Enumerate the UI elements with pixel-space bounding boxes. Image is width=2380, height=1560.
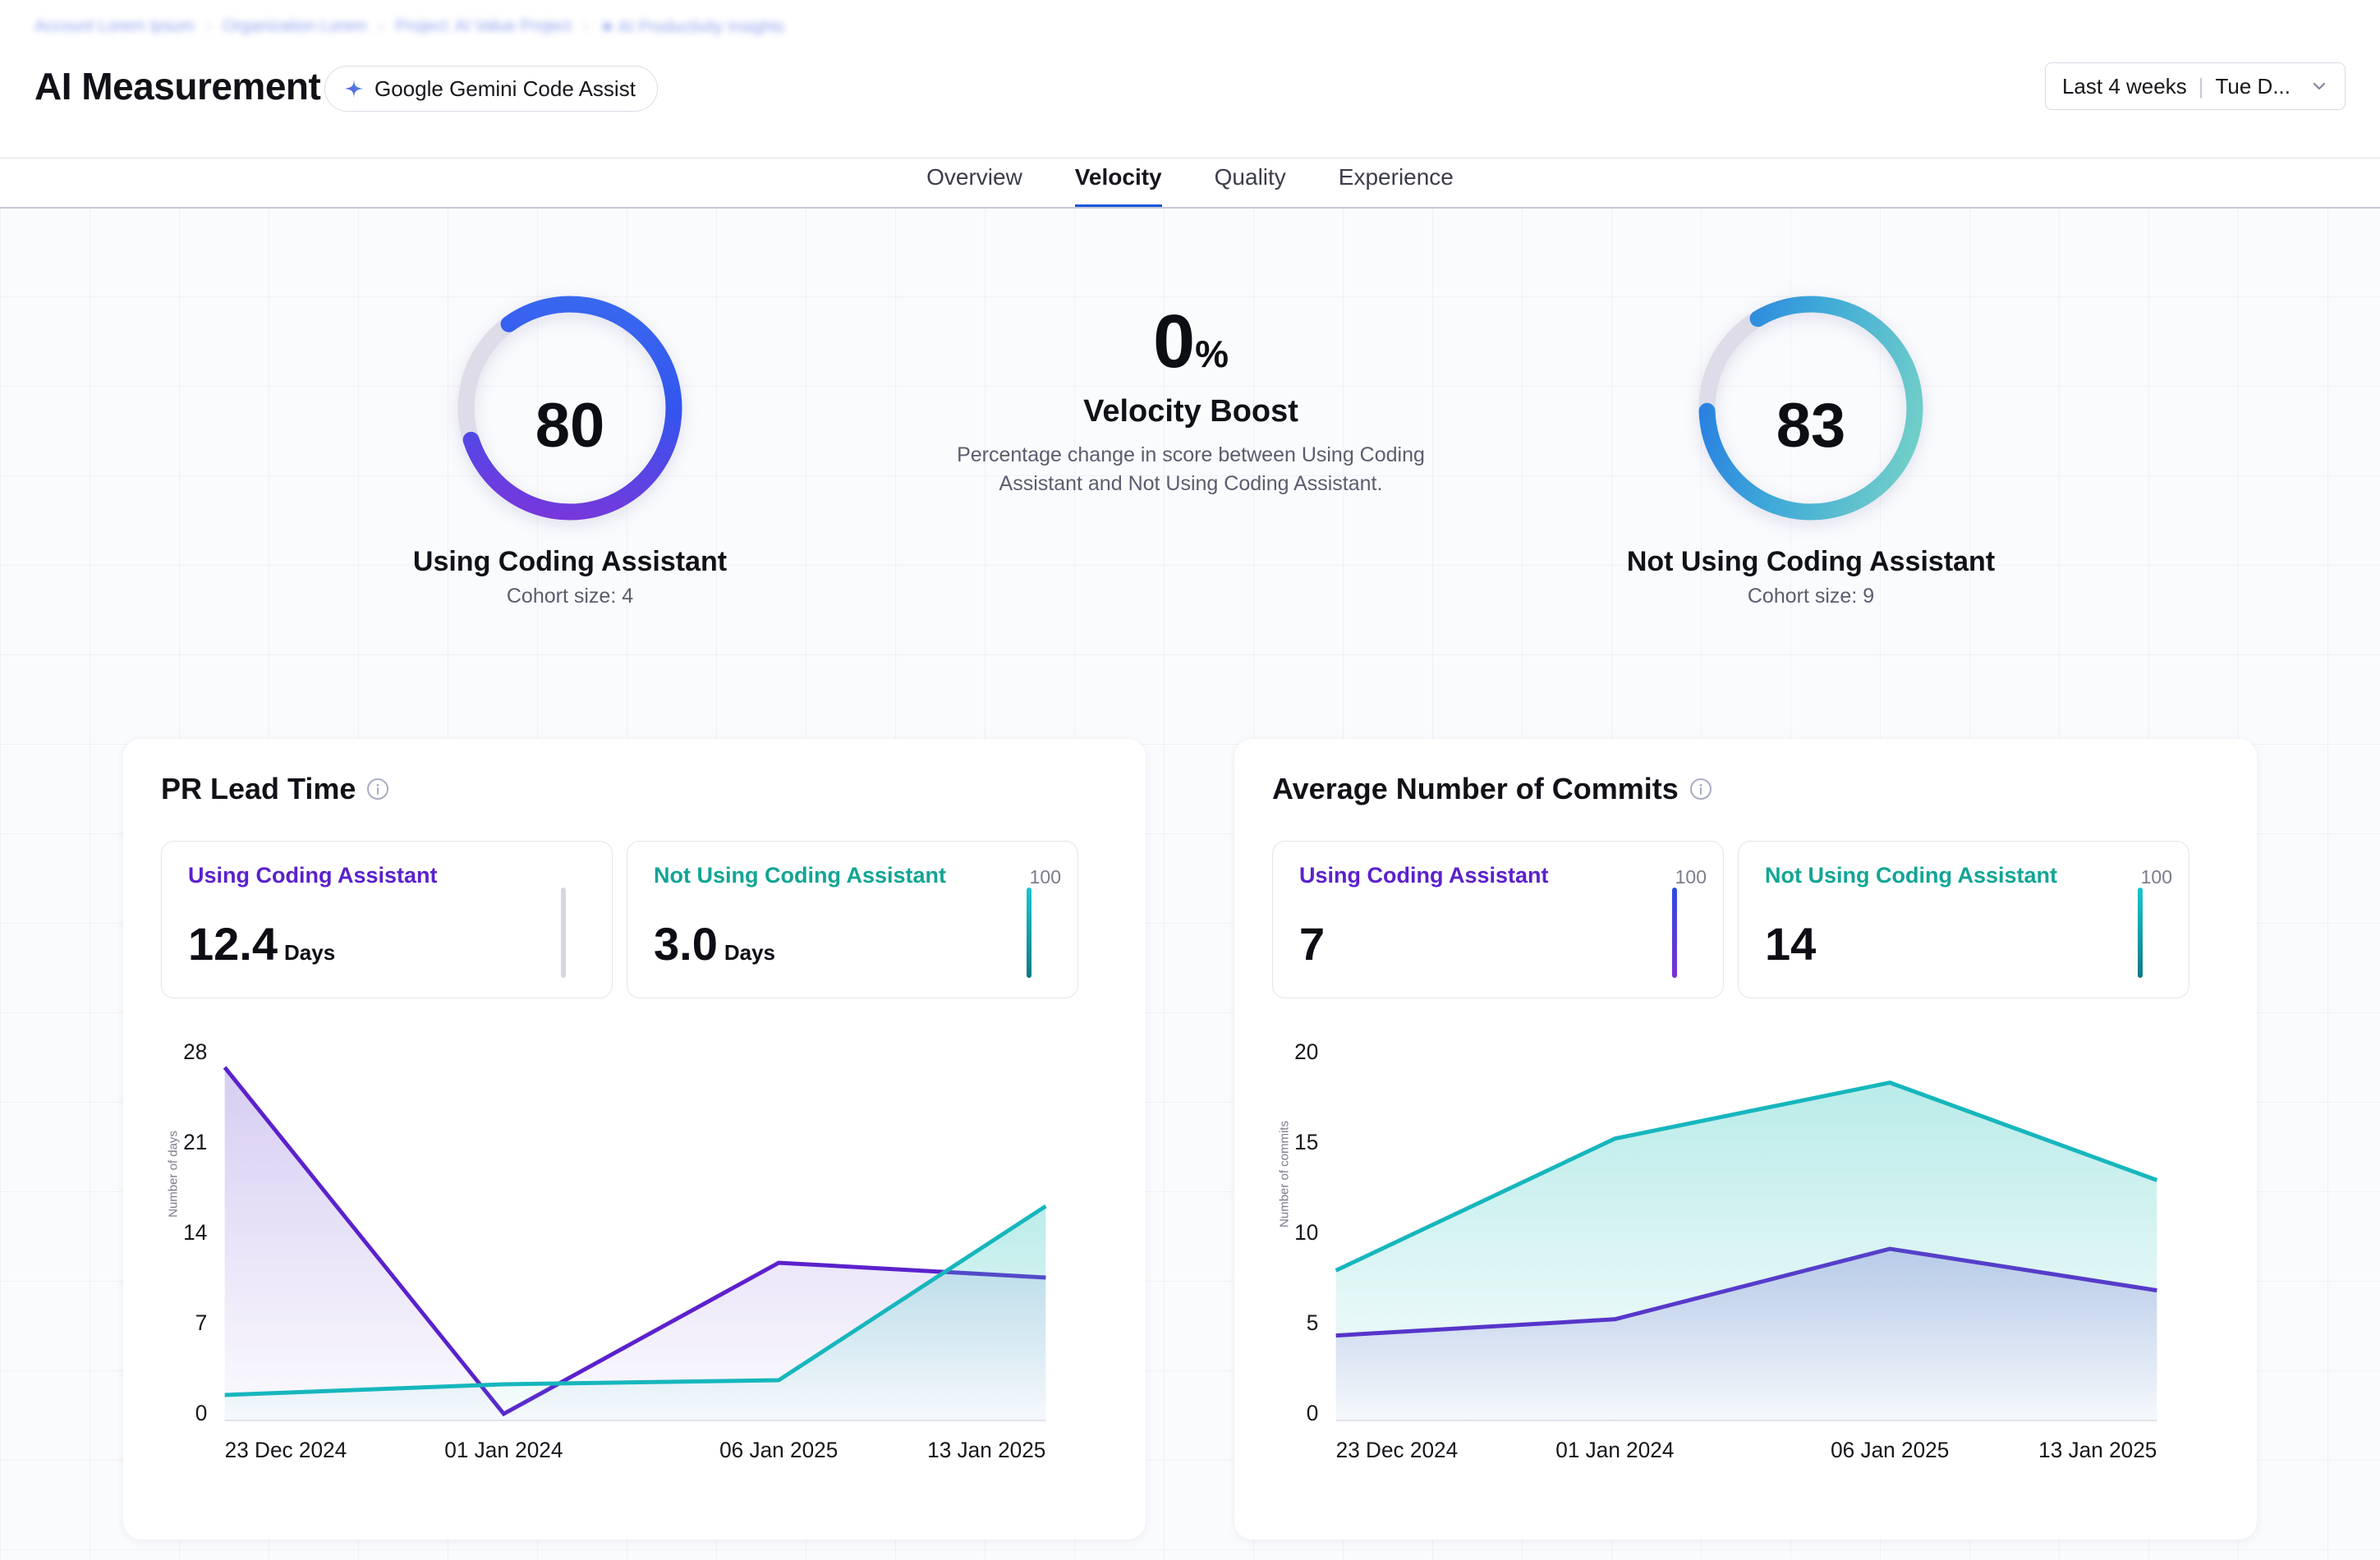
svg-text:21: 21 bbox=[183, 1130, 207, 1154]
svg-text:06 Jan 2025: 06 Jan 2025 bbox=[719, 1438, 838, 1462]
svg-text:06 Jan 2025: 06 Jan 2025 bbox=[1831, 1438, 1949, 1462]
svg-text:Number of commits: Number of commits bbox=[1279, 1121, 1292, 1227]
svg-text:28: 28 bbox=[183, 1039, 207, 1064]
svg-text:01 Jan 2024: 01 Jan 2024 bbox=[444, 1438, 563, 1462]
svg-text:Number of days: Number of days bbox=[168, 1131, 181, 1218]
svg-text:13 Jan 2025: 13 Jan 2025 bbox=[927, 1438, 1045, 1462]
svg-text:01 Jan 2024: 01 Jan 2024 bbox=[1555, 1438, 1674, 1462]
svg-text:14: 14 bbox=[183, 1220, 207, 1245]
svg-text:5: 5 bbox=[1307, 1310, 1319, 1335]
svg-text:15: 15 bbox=[1294, 1130, 1318, 1154]
svg-text:23 Dec 2024: 23 Dec 2024 bbox=[225, 1438, 347, 1462]
svg-text:23 Dec 2024: 23 Dec 2024 bbox=[1336, 1438, 1459, 1462]
svg-text:13 Jan 2025: 13 Jan 2025 bbox=[2038, 1438, 2157, 1462]
svg-text:0: 0 bbox=[195, 1401, 208, 1425]
svg-text:7: 7 bbox=[195, 1310, 208, 1335]
svg-text:10: 10 bbox=[1294, 1220, 1318, 1245]
svg-text:20: 20 bbox=[1294, 1039, 1318, 1064]
svg-text:0: 0 bbox=[1307, 1401, 1319, 1425]
